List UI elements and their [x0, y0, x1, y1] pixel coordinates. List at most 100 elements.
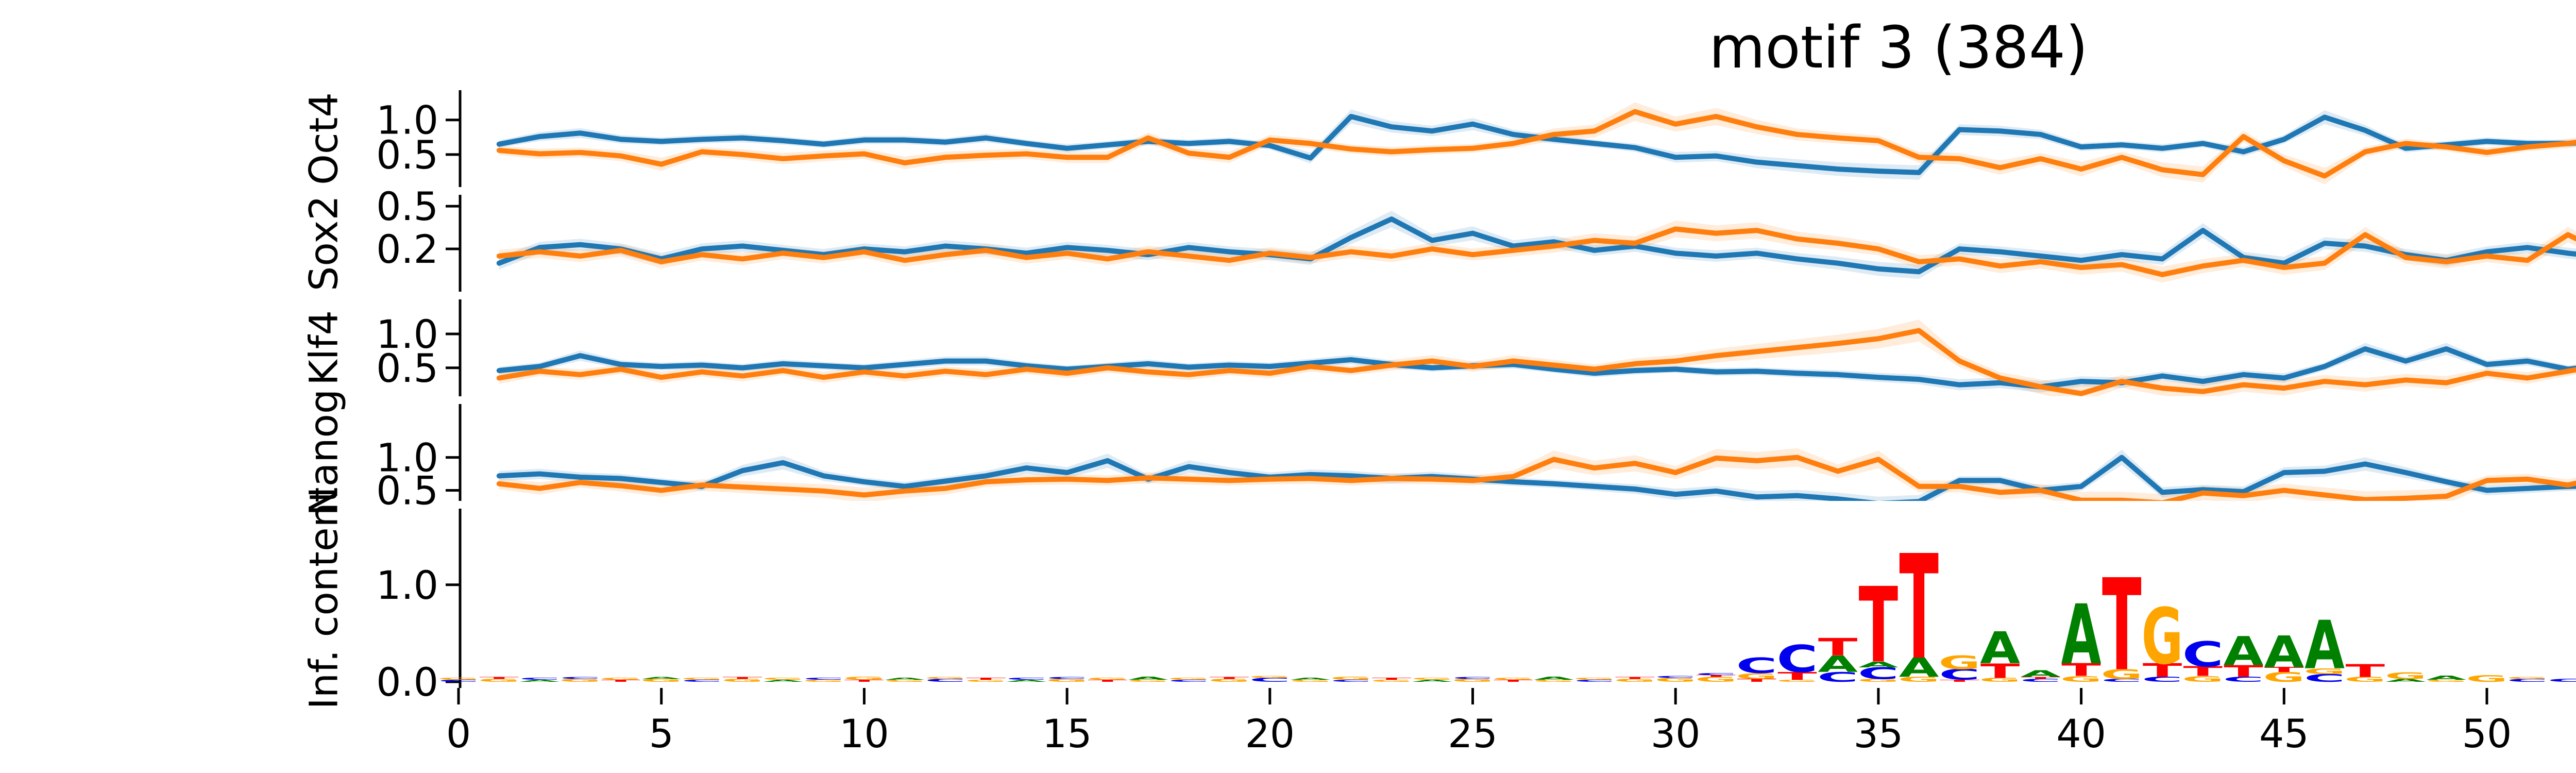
series-line-orange — [496, 109, 2576, 179]
logo-letter-G-24: G — [1411, 677, 1453, 680]
logo-letter-T-34: T — [1818, 634, 1858, 662]
logo-letter-A-48: A — [2386, 678, 2426, 683]
x-tick-label: 25 — [1448, 711, 1498, 757]
logo-letter-G-20: G — [1249, 676, 1291, 679]
logo-letter-A-35: A — [1858, 660, 1899, 669]
series-line-orange — [496, 226, 2576, 277]
logo-letter-G-43: G — [2182, 675, 2224, 684]
logo-letter-A-39: A — [2021, 668, 2061, 679]
logo-letter-G-27: G — [1533, 679, 1574, 682]
logo-letter-C-44: C — [2223, 676, 2264, 683]
logo-letter-A-45: A — [2264, 627, 2304, 678]
y-tick-label: 0.5 — [376, 183, 438, 229]
confidence-band-orange — [499, 221, 2576, 283]
logo-letter-C-32: C — [1736, 653, 1777, 678]
logo-letter-C-18: C — [1168, 679, 1209, 682]
logo-letter-T-45: T — [2264, 666, 2304, 674]
x-tick-label: 40 — [2056, 711, 2106, 757]
logo-letter-G-4: G — [600, 677, 641, 680]
x-tick-label: 35 — [1854, 711, 1904, 757]
y-tick-label: 1.0 — [376, 562, 438, 608]
y-tick-label: 0.5 — [376, 345, 438, 391]
logo-letter-G-47: G — [2344, 676, 2386, 683]
logo-letter-T-32: T — [1737, 678, 1776, 683]
logo-letter-A-44: A — [2224, 629, 2264, 675]
subplot-oct4 — [496, 102, 2576, 184]
logo-letter-T-16: T — [1088, 679, 1128, 682]
logo-letter-G-45: G — [2263, 670, 2305, 685]
logo-letter-T-39: T — [2021, 677, 2061, 680]
logo-letter-G-31: G — [1695, 676, 1737, 683]
logo-letter-G-13: G — [965, 679, 1007, 682]
logo-letter-G-25: G — [1452, 678, 1494, 683]
logo-letter-T-35: T — [1859, 566, 1899, 686]
logo-letter-C-22: C — [1330, 679, 1371, 682]
logo-letter-G-12: G — [924, 677, 966, 680]
y-tick-label: 1.0 — [376, 97, 438, 143]
logo-letter-A-38: A — [1980, 623, 2020, 674]
logo-letter-C-33: C — [1776, 637, 1818, 681]
logo-letter-G-0: G — [437, 677, 479, 680]
logo-letter-T-38: T — [1980, 660, 2020, 683]
logo-letter-C-14: C — [1006, 677, 1047, 680]
logo-letter-C-20: C — [1249, 677, 1291, 683]
logo-letter-T-36: T — [1899, 525, 1939, 692]
logo-letter-C-6: C — [681, 679, 722, 682]
x-tick-label: 10 — [839, 711, 889, 757]
subplot-sox2 — [496, 211, 2576, 283]
logo-letter-C-30: C — [1655, 676, 1696, 679]
logo-letter-G-26: G — [1493, 677, 1534, 680]
logo-letter-G-16: G — [1087, 677, 1128, 680]
logo-letter-C-43: C — [2182, 634, 2224, 675]
logo-letter-A-8: A — [763, 679, 803, 682]
logo-letter-C-35: C — [1858, 664, 1899, 683]
logo-letter-C-3: C — [560, 677, 601, 680]
logo-letter-G-48: G — [2385, 670, 2427, 681]
x-tick-label: 5 — [649, 711, 674, 757]
logo-letter-T-26: T — [1494, 679, 1533, 682]
logo-letter-T-4: T — [601, 679, 641, 682]
logo-letter-G-30: G — [1654, 677, 1696, 683]
confidence-band-orange — [499, 320, 2576, 396]
logo-letter-C-31: C — [1696, 673, 1737, 676]
logo-letter-G-46: G — [2303, 667, 2345, 676]
logo-letter-G-17: G — [1127, 679, 1169, 682]
logo-letter-G-22: G — [1330, 676, 1372, 681]
logo-letter-G-33: G — [1776, 679, 1818, 682]
logo-letter-T-29: T — [1615, 677, 1655, 680]
logo-letter-A-27: A — [1534, 676, 1574, 681]
logo-letter-G-23: G — [1370, 679, 1412, 682]
logo-letter-G-42: G — [2141, 592, 2183, 681]
logo-letter-G-38: G — [1979, 677, 2021, 683]
x-tick-label: 50 — [2462, 711, 2512, 757]
logo-letter-G-36: G — [1898, 676, 1940, 683]
series-line-blue — [496, 216, 2576, 275]
logo-letter-T-31: T — [1697, 675, 1736, 678]
logo-letter-G-5: G — [640, 678, 682, 683]
logo-letter-G-7: G — [721, 678, 763, 683]
logo-letter-T-33: T — [1777, 670, 1817, 682]
subplot-nanog — [496, 448, 2576, 501]
logo-letter-G-11: G — [884, 679, 925, 682]
logo-letter-A-24: A — [1412, 679, 1452, 682]
logo-letter-G-51: G — [2506, 677, 2548, 680]
logo-letter-T-13: T — [966, 677, 1006, 680]
series-line-orange — [496, 455, 2576, 501]
y-tick-label: 0.0 — [376, 659, 438, 705]
logo-letter-G-18: G — [1168, 677, 1210, 680]
logo-letter-A-46: A — [2304, 607, 2345, 684]
logo-letter-A-34: A — [1818, 651, 1858, 678]
logo-letter-G-19: G — [1208, 678, 1250, 683]
y-tick-label: 1.0 — [376, 311, 438, 357]
logo-letter-G-3: G — [560, 678, 601, 683]
logo-letter-G-50: G — [2466, 673, 2507, 684]
logo-letter-C-2: C — [519, 677, 560, 680]
logo-letter-T-10: T — [844, 679, 884, 682]
series-line-blue — [496, 346, 2576, 390]
x-tick-label: 45 — [2259, 711, 2309, 757]
logo-letter-C-39: C — [2020, 678, 2061, 683]
logo-letter-C-52: C — [2547, 678, 2576, 683]
